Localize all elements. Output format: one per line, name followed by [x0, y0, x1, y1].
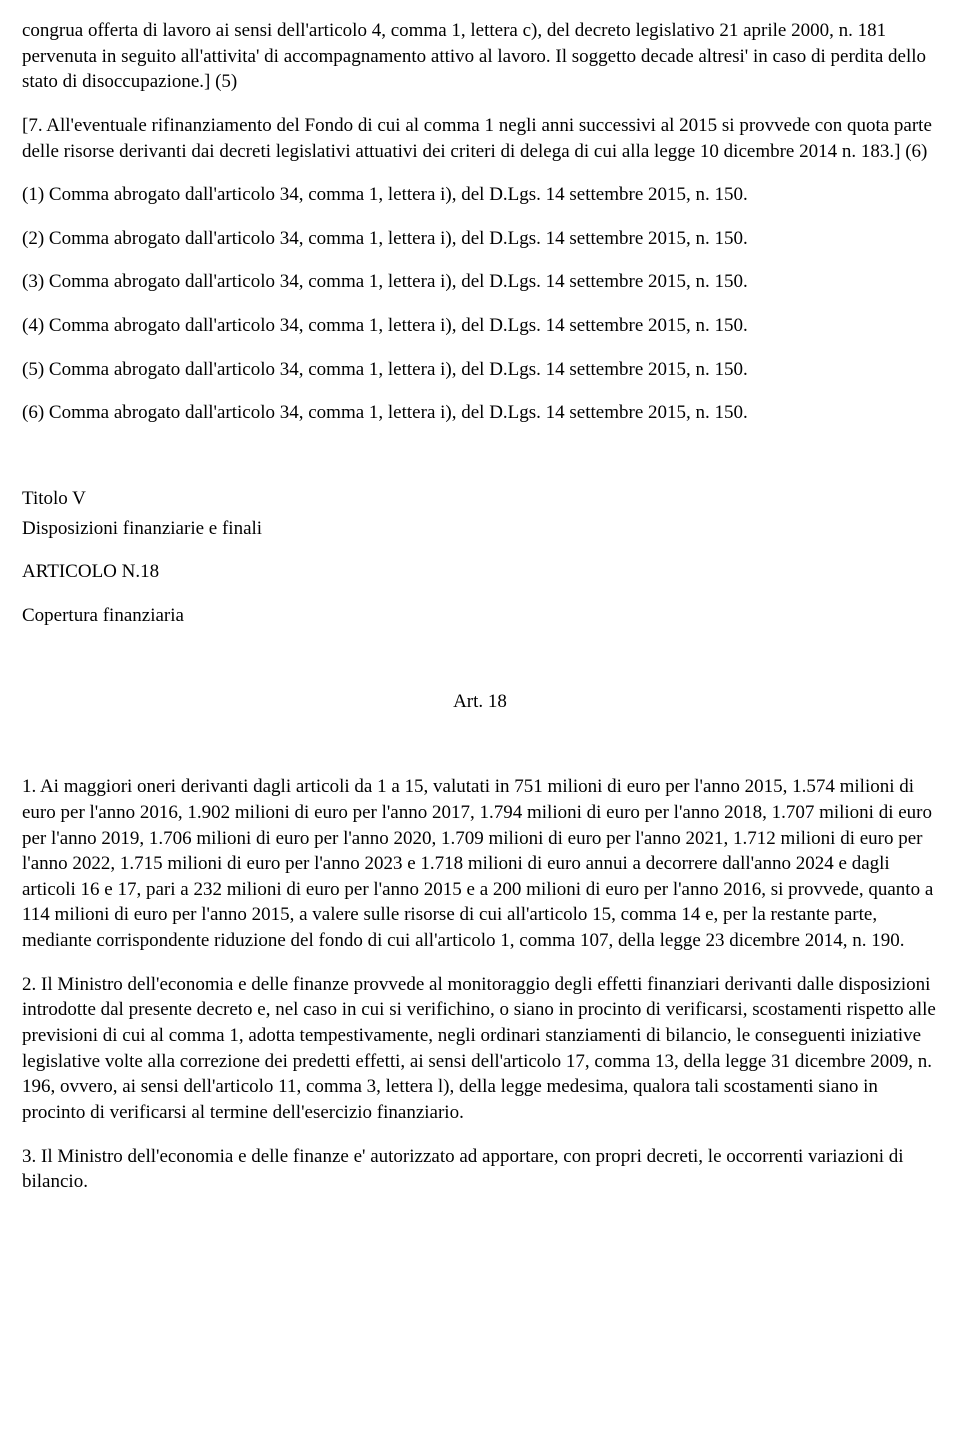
body-paragraph-2: 2. Il Ministro dell'economia e delle fin…	[22, 972, 938, 1126]
footnote-6: (6) Comma abrogato dall'articolo 34, com…	[22, 400, 938, 426]
footnote-4: (4) Comma abrogato dall'articolo 34, com…	[22, 313, 938, 339]
footnote-1: (1) Comma abrogato dall'articolo 34, com…	[22, 182, 938, 208]
body-paragraph-3: 3. Il Ministro dell'economia e delle fin…	[22, 1144, 938, 1195]
intro-paragraph-1: congrua offerta di lavoro ai sensi dell'…	[22, 18, 938, 95]
disposizioni-line: Disposizioni finanziarie e finali	[22, 516, 938, 542]
art-heading: Art. 18	[22, 689, 938, 715]
intro-paragraph-2: [7. All'eventuale rifinanziamento del Fo…	[22, 113, 938, 164]
titolo-line: Titolo V	[22, 486, 938, 512]
articolo-number: ARTICOLO N.18	[22, 559, 938, 585]
copertura-line: Copertura finanziaria	[22, 603, 938, 629]
footnote-5: (5) Comma abrogato dall'articolo 34, com…	[22, 357, 938, 383]
footnote-2: (2) Comma abrogato dall'articolo 34, com…	[22, 226, 938, 252]
footnote-3: (3) Comma abrogato dall'articolo 34, com…	[22, 269, 938, 295]
body-paragraph-1: 1. Ai maggiori oneri derivanti dagli art…	[22, 774, 938, 953]
